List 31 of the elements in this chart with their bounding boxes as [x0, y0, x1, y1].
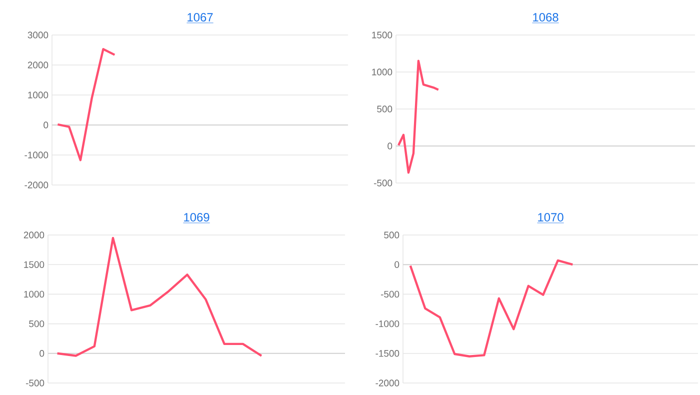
y-tick-label: 0 [44, 122, 48, 128]
y-tick-label: 0 [388, 142, 392, 150]
line-series [397, 60, 440, 174]
y-tick-label: -1000 [24, 152, 48, 158]
y-tick-label: 0 [40, 350, 44, 357]
y-tick-label: 500 [377, 106, 392, 112]
y-tick-label: 3000 [28, 32, 48, 38]
y-tick-label: -1000 [376, 320, 400, 328]
y-tick-label: -500 [374, 180, 392, 186]
y-tick-label: -2000 [24, 182, 48, 188]
y-tick-label: 1000 [24, 290, 44, 298]
line-series [56, 48, 116, 162]
line-series [56, 236, 263, 357]
y-tick-label: -2000 [376, 380, 400, 386]
y-tick-label: 1500 [24, 261, 44, 268]
chart-title: 1068 [533, 13, 558, 22]
chart-title: 1070 [538, 213, 564, 222]
y-tick-label: 500 [29, 320, 44, 328]
y-tick-label: 2000 [24, 232, 44, 238]
y-tick-label: 2000 [28, 62, 48, 68]
y-tick-label: 1000 [372, 68, 392, 76]
y-tick-label: -500 [26, 380, 44, 386]
y-tick-label: 500 [384, 232, 400, 238]
y-tick-label: -500 [380, 290, 400, 298]
y-tick-label: 0 [394, 261, 400, 268]
y-tick-label: -1500 [376, 350, 400, 357]
chart-title: 1069 [184, 213, 210, 222]
y-tick-label: 1000 [28, 92, 48, 98]
chart-title: 1067 [188, 13, 213, 22]
y-tick-label: 1500 [372, 32, 392, 38]
line-series [409, 259, 574, 358]
